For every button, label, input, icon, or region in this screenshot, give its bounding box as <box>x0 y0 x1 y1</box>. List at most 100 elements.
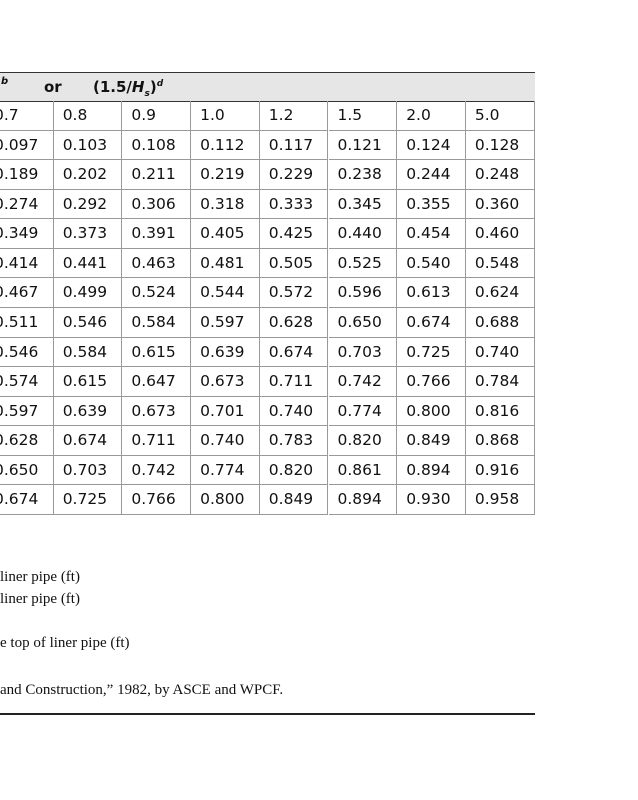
table-cell: 0.628 <box>0 426 54 456</box>
table-cell: 0.597 <box>191 307 260 338</box>
table-cell: 0.481 <box>191 248 260 279</box>
table-cell: 0.673 <box>191 367 260 397</box>
table-cell: 0.740 <box>191 426 260 456</box>
table-cell: 0.894 <box>328 485 398 515</box>
table-cell: 0.688 <box>465 307 535 338</box>
table-cell: 0.613 <box>397 278 466 308</box>
table-cell: 0.546 <box>0 337 54 368</box>
footnote: and Construction,” 1982, by ASCE and WPC… <box>0 682 284 698</box>
table-cell: 0.405 <box>191 219 260 249</box>
table-cell: 0.784 <box>465 367 535 397</box>
table-cell: 0.650 <box>0 455 54 486</box>
table-cell: 0.703 <box>328 337 398 368</box>
column-header: 0.9 <box>122 101 192 131</box>
table-cell: 0.958 <box>465 485 535 515</box>
column-header: 2.0 <box>397 101 466 131</box>
table-cell: 0.345 <box>328 189 398 220</box>
table-cell: 0.849 <box>259 485 329 515</box>
column-header: 1.0 <box>191 101 260 131</box>
table-cell: 0.211 <box>122 160 192 190</box>
table-cell: 0.894 <box>397 455 466 486</box>
table-cell: 0.800 <box>191 485 260 515</box>
table-cell: 0.244 <box>397 160 466 190</box>
table-cell: 0.229 <box>259 160 329 190</box>
table-cell: 0.674 <box>259 337 329 368</box>
table-cell: 0.930 <box>397 485 466 515</box>
table-cell: 0.349 <box>0 219 54 249</box>
table-cell: 0.740 <box>259 396 329 427</box>
table-cell: 0.584 <box>122 307 192 338</box>
table-cell: 0.800 <box>397 396 466 427</box>
table-cell: 0.467 <box>0 278 54 308</box>
table-cell: 0.596 <box>328 278 398 308</box>
table-cell: 0.548 <box>465 248 535 279</box>
table-cell: 0.360 <box>465 189 535 220</box>
header-term-close: ) <box>149 78 157 96</box>
table-cell: 0.238 <box>328 160 398 190</box>
table-cell: 0.441 <box>53 248 123 279</box>
table-cell: 0.454 <box>397 219 466 249</box>
table-cell: 0.103 <box>53 130 123 161</box>
table-cell: 0.440 <box>328 219 398 249</box>
column-header: 0.7 <box>0 101 54 131</box>
table-cell: 0.849 <box>397 426 466 456</box>
table-cell: 0.574 <box>0 367 54 397</box>
table-cell: 0.414 <box>0 248 54 279</box>
table-cell: 0.124 <box>397 130 466 161</box>
table-cell: 0.117 <box>259 130 329 161</box>
table-cell: 0.742 <box>122 455 192 486</box>
table-cell: 0.615 <box>53 367 123 397</box>
table-cell: 0.674 <box>53 426 123 456</box>
table-cell: 0.391 <box>122 219 192 249</box>
table-cell: 0.128 <box>465 130 535 161</box>
table-cell: 0.725 <box>397 337 466 368</box>
header-term-var: H <box>131 78 145 96</box>
table-cell: 0.820 <box>259 455 329 486</box>
table-cell: 0.820 <box>328 426 398 456</box>
table-cell: 0.703 <box>53 455 123 486</box>
table-cell: 0.333 <box>259 189 329 220</box>
table-cell: 0.274 <box>0 189 54 220</box>
table-cell: 0.108 <box>122 130 192 161</box>
table-cell: 0.572 <box>259 278 329 308</box>
table-cell: 0.868 <box>465 426 535 456</box>
table-cell: 0.742 <box>328 367 398 397</box>
table-cell: 0.647 <box>122 367 192 397</box>
table-cell: 0.463 <box>122 248 192 279</box>
column-header: 1.2 <box>259 101 329 131</box>
table-cell: 0.783 <box>259 426 329 456</box>
table-cell: 0.774 <box>328 396 398 427</box>
table-cell: 0.425 <box>259 219 329 249</box>
table-cell: 0.202 <box>53 160 123 190</box>
table-cell: 0.597 <box>0 396 54 427</box>
column-header: 1.5 <box>328 101 398 131</box>
header-term-sup: d <box>156 79 164 89</box>
table-cell: 0.766 <box>122 485 192 515</box>
header-term-sub: s <box>144 89 150 99</box>
table-cell: 0.292 <box>53 189 123 220</box>
footnote: e top of liner pipe (ft) <box>0 635 130 651</box>
table-cell: 0.674 <box>397 307 466 338</box>
table-cell: 0.544 <box>191 278 260 308</box>
table-cell: 0.460 <box>465 219 535 249</box>
table-cell: 0.097 <box>0 130 54 161</box>
table-cell: 0.816 <box>465 396 535 427</box>
header-term-open: (1.5/ <box>93 78 132 96</box>
table-cell: 0.701 <box>191 396 260 427</box>
header-band <box>0 72 535 102</box>
table-cell: 0.766 <box>397 367 466 397</box>
table-cell: 0.774 <box>191 455 260 486</box>
table-cell: 0.219 <box>191 160 260 190</box>
table-cell: 0.306 <box>122 189 192 220</box>
footnote: liner pipe (ft) <box>0 591 80 607</box>
table-cell: 0.525 <box>328 248 398 279</box>
table-cell: 0.505 <box>259 248 329 279</box>
table-cell: 0.916 <box>465 455 535 486</box>
table-cell: 0.650 <box>328 307 398 338</box>
table-cell: 0.318 <box>191 189 260 220</box>
table-cell: 0.524 <box>122 278 192 308</box>
table-cell: 0.121 <box>328 130 398 161</box>
table-cell: 0.674 <box>0 485 54 515</box>
header-or: or <box>44 78 62 96</box>
